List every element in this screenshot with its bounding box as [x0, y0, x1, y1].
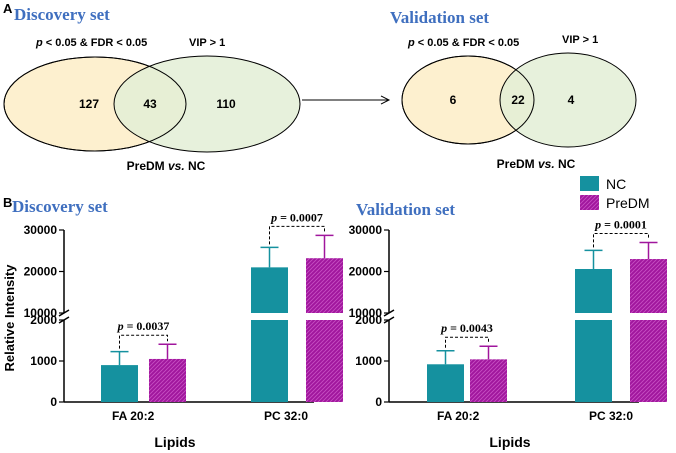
bar-nc	[427, 364, 464, 402]
y-tick-label: 30000	[24, 223, 58, 237]
bar-nc	[101, 365, 138, 402]
y-tick-label: 10000	[24, 306, 58, 320]
venn-left-outline	[3, 56, 187, 152]
x-axis-label: Lipids	[489, 434, 530, 450]
p-value-label: p = 0.0043	[440, 321, 493, 335]
venn-overlap-count: 43	[143, 97, 157, 111]
y-tick-label: 30000	[349, 223, 383, 237]
y-tick-label: 20000	[24, 265, 58, 279]
venn-comparison: PreDM vs. NC	[127, 159, 206, 173]
x-axis-label: Lipids	[154, 434, 195, 450]
y-axis-label: Relative Intensity	[2, 264, 17, 372]
significance-bracket	[593, 232, 649, 248]
bar-predm	[149, 358, 186, 402]
venn-right-label: VIP > 1	[562, 34, 598, 46]
bar-nc	[251, 267, 288, 313]
x-tick-label: PC 32:0	[264, 409, 308, 423]
legend: NC PreDM	[580, 176, 650, 211]
bar-predm-lower	[306, 320, 343, 402]
bar-predm-lower	[630, 320, 667, 402]
x-tick-label: PC 32:0	[589, 409, 633, 423]
venn-title: Validation set	[390, 8, 489, 27]
legend-label-predm: PreDM	[606, 195, 650, 211]
p-value-label: p = 0.0037	[117, 319, 170, 333]
venn-right-circle	[113, 55, 301, 153]
venn-left-label: p < 0.05 & FDR < 0.05	[407, 37, 519, 49]
venn-left-label: p < 0.05 & FDR < 0.05	[35, 37, 147, 49]
panel-b-letter: B	[3, 195, 12, 210]
y-tick-label: 10000	[349, 306, 383, 320]
venn-left-count: 127	[79, 97, 99, 111]
arrow-icon	[302, 95, 391, 105]
chart-title: Discovery set	[12, 197, 108, 216]
legend-label-nc: NC	[606, 176, 626, 192]
bar-predm	[306, 258, 343, 313]
venn-left-count: 6	[450, 93, 457, 107]
chart-title: Validation set	[356, 200, 455, 219]
venn-validation: Validation set p < 0.05 & FDR < 0.05 VIP…	[390, 8, 637, 171]
venn-right-label: VIP > 1	[189, 37, 225, 49]
venn-title: Discovery set	[14, 5, 110, 24]
venn-comparison: PreDM vs. NC	[497, 157, 576, 171]
significance-bracket	[445, 336, 489, 348]
bar-nc-lower	[251, 320, 288, 402]
y-tick-label: 1000	[355, 354, 382, 368]
venn-left-outline	[401, 55, 535, 145]
legend-swatch-nc	[580, 176, 599, 191]
p-value-label: p = 0.0001	[594, 217, 647, 231]
bar-predm	[470, 359, 507, 402]
venn-overlap-count: 22	[511, 93, 525, 107]
y-tick-label: 0	[375, 395, 382, 409]
legend-swatch-predm	[580, 195, 599, 210]
venn-right-count: 110	[216, 97, 236, 111]
venn-discovery: Discovery set p < 0.05 & FDR < 0.05 VIP …	[3, 5, 301, 173]
x-tick-label: FA 20:2	[437, 409, 480, 423]
p-value-label: p = 0.0007	[270, 210, 323, 224]
y-tick-label: 1000	[30, 354, 57, 368]
bar-nc	[575, 269, 612, 313]
significance-bracket	[269, 225, 325, 245]
bar-predm	[630, 259, 667, 313]
y-tick-label: 20000	[349, 265, 383, 279]
panel-a-letter: A	[3, 1, 13, 16]
y-tick-label: 2000	[30, 313, 57, 327]
venn-right-circle	[499, 52, 637, 148]
y-tick-label: 0	[50, 395, 57, 409]
y-tick-label: 2000	[355, 313, 382, 327]
x-tick-label: FA 20:2	[112, 409, 155, 423]
bar-nc-lower	[575, 320, 612, 402]
significance-bracket	[119, 334, 168, 349]
venn-right-count: 4	[568, 93, 575, 107]
